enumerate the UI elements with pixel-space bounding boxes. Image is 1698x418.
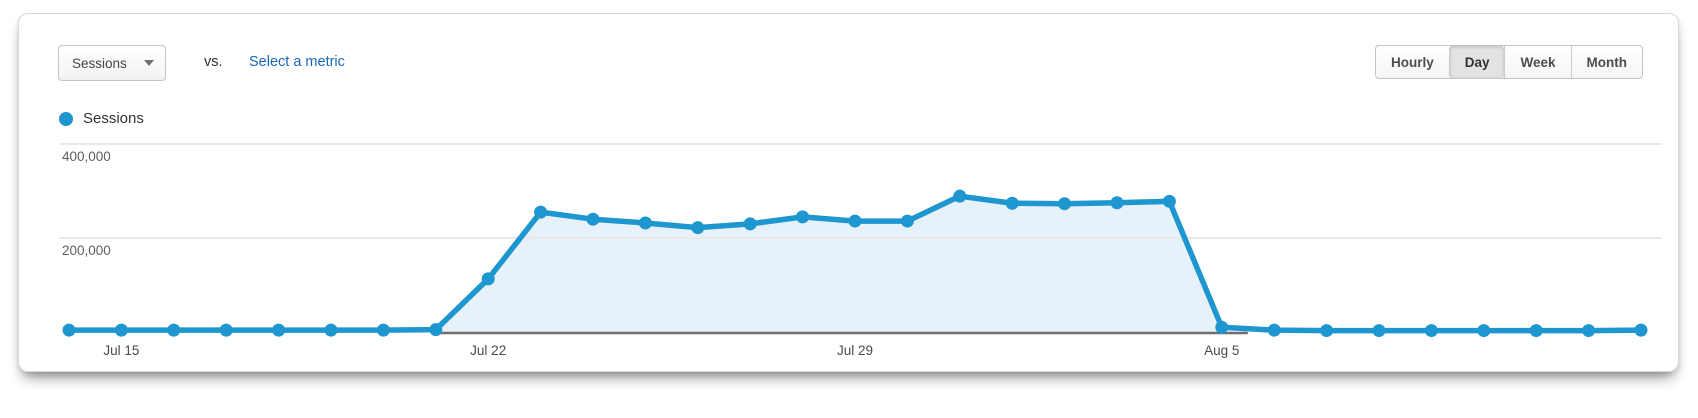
x-tick-label: Jul 15 [103,343,139,358]
sessions-legend: Sessions [59,110,144,127]
data-point[interactable] [743,217,757,231]
interval-button-group: Hourly Day Week Month [1374,45,1643,79]
data-point[interactable] [1215,320,1229,334]
y-tick-label: 200,000 [62,243,111,258]
data-point[interactable] [429,323,443,337]
data-point[interactable] [324,323,338,337]
area-fill [435,196,1222,332]
data-point[interactable] [272,323,286,337]
data-point[interactable] [219,323,233,337]
data-point[interactable] [167,323,181,337]
data-point[interactable] [1477,324,1491,338]
data-point[interactable] [1372,324,1386,338]
data-point[interactable] [953,189,967,203]
data-point[interactable] [796,210,810,224]
data-point[interactable] [1529,324,1543,338]
sessions-area-chart[interactable]: 400,000 200,000 Jul 15 Jul 22 Jul 29 Aug 5 [19,131,1680,366]
x-tick-label: Jul 29 [837,343,873,358]
data-point[interactable] [534,205,548,219]
data-point[interactable] [848,214,862,228]
data-point[interactable] [376,323,390,337]
data-point[interactable] [691,221,705,235]
interval-button-day[interactable]: Day [1448,46,1505,78]
x-tick-label: Jul 22 [470,343,506,358]
chart-header: Sessions vs. Select a metric Hourly Day … [58,45,1643,81]
data-point[interactable] [638,216,652,230]
data-point[interactable] [481,272,495,286]
legend-label: Sessions [83,110,144,127]
data-point[interactable] [1267,323,1281,337]
data-point[interactable] [586,212,600,226]
data-point[interactable] [1582,324,1596,338]
vs-label: vs. [204,54,223,70]
data-point[interactable] [1162,194,1176,208]
data-point[interactable] [1634,323,1648,337]
analytics-chart-card: Sessions vs. Select a metric Hourly Day … [18,13,1679,372]
x-tick-label: Aug 5 [1204,343,1239,358]
data-point[interactable] [1005,196,1019,210]
select-a-metric-link[interactable]: Select a metric [249,54,345,70]
data-point[interactable] [1058,197,1072,211]
data-point[interactable] [900,214,914,228]
interval-button-week[interactable]: Week [1504,46,1570,78]
metric-selector-dropdown[interactable]: Sessions [58,45,166,81]
metric-selector-label: Sessions [72,55,127,71]
data-point[interactable] [114,323,128,337]
data-point[interactable] [62,323,76,337]
data-point[interactable] [1320,324,1334,338]
y-tick-label: 400,000 [62,149,111,164]
interval-button-hourly[interactable]: Hourly [1390,54,1434,70]
data-point[interactable] [1110,196,1124,210]
data-point[interactable] [1424,324,1438,338]
chevron-down-icon [144,60,154,66]
legend-dot-icon [59,111,73,126]
interval-button-month[interactable]: Month [1570,46,1642,78]
